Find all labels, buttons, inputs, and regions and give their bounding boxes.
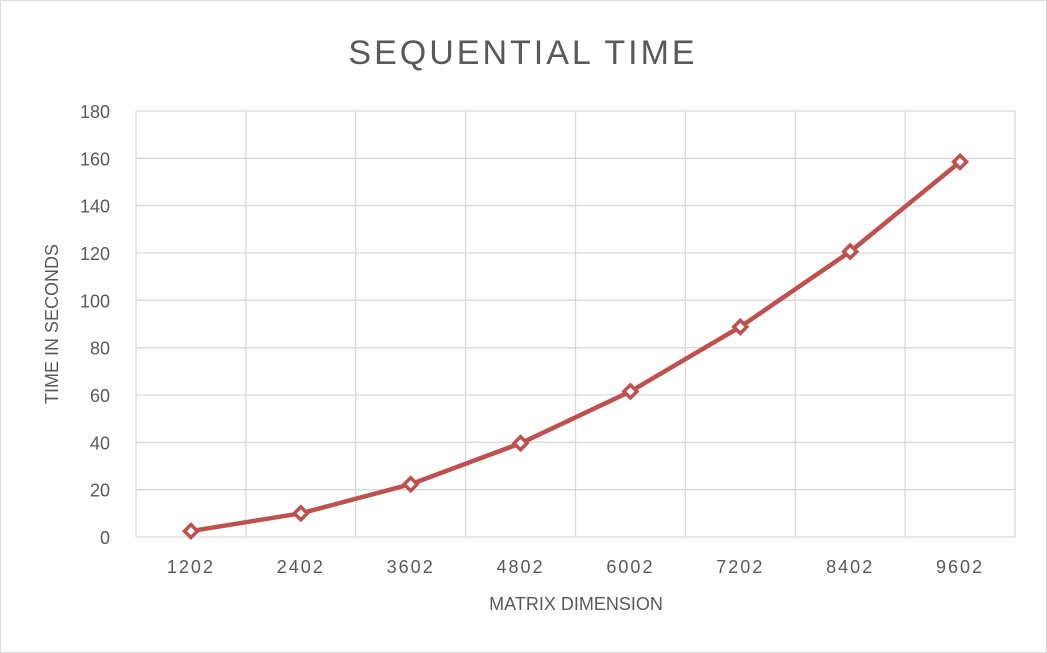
data-point-marker (621, 382, 640, 401)
y-tick-label: 0 (100, 528, 110, 548)
data-point-marker (951, 152, 970, 171)
x-tick-label: 8402 (826, 557, 874, 577)
y-tick-label: 100 (80, 291, 110, 311)
data-point-marker (841, 242, 860, 261)
y-tick-label: 40 (90, 433, 110, 453)
y-tick-label: 120 (80, 244, 110, 264)
data-point-marker (181, 522, 200, 541)
series-group (181, 152, 970, 541)
chart-title: SEQUENTIAL TIME (348, 34, 697, 72)
y-axis-ticks: 0 20 40 60 80 100 120 140 160 180 (80, 102, 110, 548)
data-point-marker (511, 434, 530, 453)
data-point-marker (401, 475, 420, 494)
data-point-marker (731, 317, 750, 336)
series-line (188, 159, 963, 534)
y-tick-label: 80 (90, 339, 110, 359)
y-tick-label: 140 (80, 197, 110, 217)
x-tick-label: 1202 (167, 557, 215, 577)
y-tick-label: 60 (90, 386, 110, 406)
x-tick-label: 9602 (936, 557, 984, 577)
y-tick-label: 20 (90, 481, 110, 501)
x-tick-label: 7202 (716, 557, 764, 577)
x-axis-ticks: 1202 2402 3602 4802 6002 7202 8402 9602 (167, 557, 984, 577)
x-tick-label: 3602 (387, 557, 435, 577)
data-point-marker (291, 504, 310, 523)
x-tick-label: 6002 (606, 557, 654, 577)
x-tick-label: 2402 (277, 557, 325, 577)
x-tick-label: 4802 (497, 557, 545, 577)
y-tick-label: 160 (80, 149, 110, 169)
gridlines (135, 110, 1016, 538)
y-axis-label: TIME IN SECONDS (42, 244, 62, 404)
y-tick-label: 180 (80, 102, 110, 122)
x-axis-label: MATRIX DIMENSION (489, 594, 663, 614)
